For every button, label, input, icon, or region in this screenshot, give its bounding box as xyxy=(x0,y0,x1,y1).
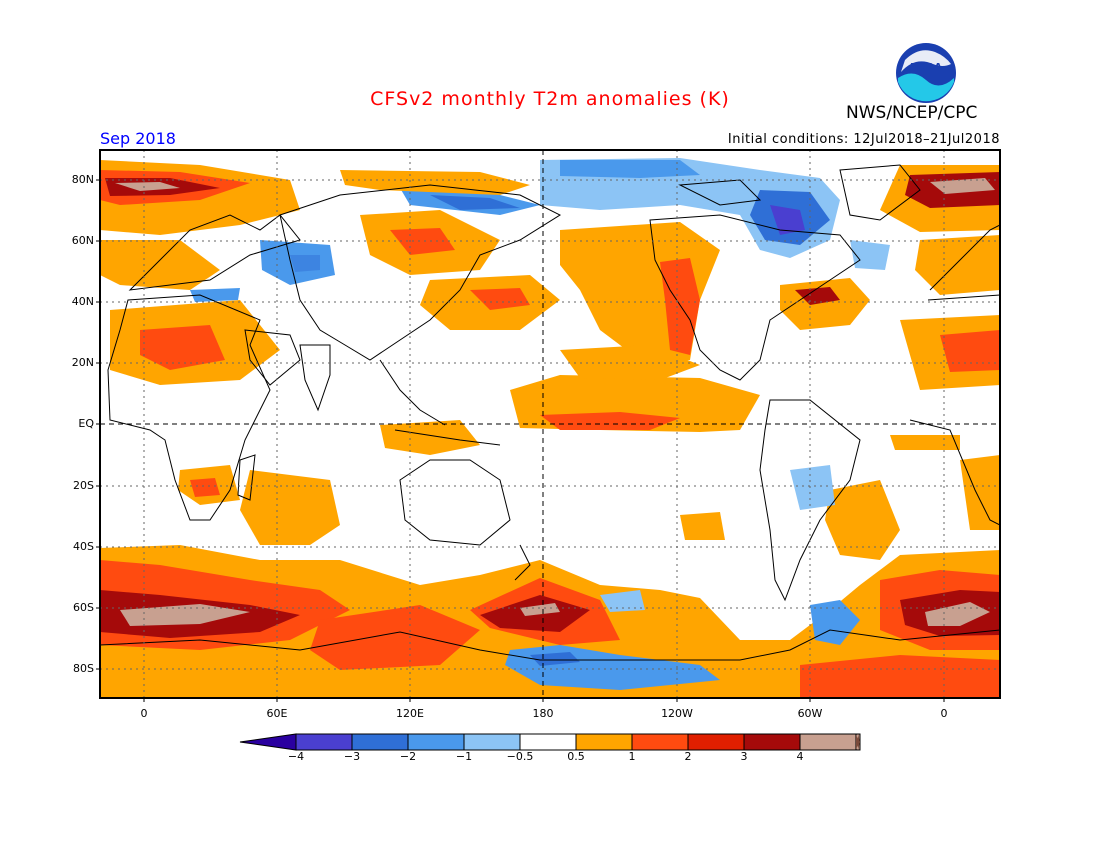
colorbar-swatch-neg2 xyxy=(407,733,465,751)
colorbar-swatch-neg4 xyxy=(295,733,353,751)
month-label: Sep 2018 xyxy=(100,129,176,148)
ylabel-40s: 40S xyxy=(73,540,94,553)
colorbar-swatch-pos1 xyxy=(631,733,689,751)
colorbar-swatch-below-neg4 xyxy=(239,733,297,751)
cbtick-neg05: −0.5 xyxy=(506,750,534,763)
ylabel-60s: 60S xyxy=(73,601,94,614)
ylabel-20s: 20S xyxy=(73,479,94,492)
cbtick-pos1: 1 xyxy=(628,750,636,763)
cbtick-neg4: −4 xyxy=(287,750,305,763)
colorbar-swatch-pos05 xyxy=(575,733,633,751)
cbtick-pos05: 0.5 xyxy=(567,750,585,763)
xlabel-0-right: 0 xyxy=(940,707,948,720)
xlabel-120w: 120W xyxy=(661,707,693,720)
cbtick-neg3: −3 xyxy=(343,750,361,763)
page-title: CFSv2 monthly T2m anomalies (K) xyxy=(370,88,730,110)
colorbar-swatch-pos3 xyxy=(743,733,801,751)
ylabel-80s: 80S xyxy=(73,662,94,675)
colorbar-swatch-neg1 xyxy=(463,733,521,751)
cbtick-neg1: −1 xyxy=(455,750,473,763)
equator-dateline xyxy=(100,150,1000,698)
ylabel-60n: 60N xyxy=(71,234,94,247)
ylabel-eq: EQ xyxy=(78,417,94,430)
ylabel-80n: 80N xyxy=(71,173,94,186)
noaa-logo: NOAA xyxy=(895,42,957,104)
cbtick-neg2: −2 xyxy=(399,750,417,763)
xlabel-120e: 120E xyxy=(396,707,424,720)
colorbar xyxy=(239,733,861,751)
colorbar-swatch-neutral xyxy=(519,733,577,751)
ylabel-40n: 40N xyxy=(71,295,94,308)
xlabel-60e: 60E xyxy=(266,707,288,720)
xlabel-0: 0 xyxy=(140,707,148,720)
cbtick-pos4: 4 xyxy=(796,750,804,763)
agency-label: NWS/NCEP/CPC xyxy=(846,103,978,123)
cbtick-pos2: 2 xyxy=(684,750,692,763)
gridlines xyxy=(100,150,1000,698)
cbtick-pos3: 3 xyxy=(740,750,748,763)
xlabel-60w: 60W xyxy=(797,707,823,720)
coastlines xyxy=(100,164,1000,661)
logo-text: NOAA xyxy=(910,62,942,73)
ylabel-20n: 20N xyxy=(71,356,94,369)
xlabel-180: 180 xyxy=(532,707,554,720)
colorbar-swatch-pos2 xyxy=(687,733,745,751)
colorbar-swatch-neg3 xyxy=(351,733,409,751)
initial-conditions: Initial conditions: 12Jul2018–21Jul2018 xyxy=(727,132,1000,147)
